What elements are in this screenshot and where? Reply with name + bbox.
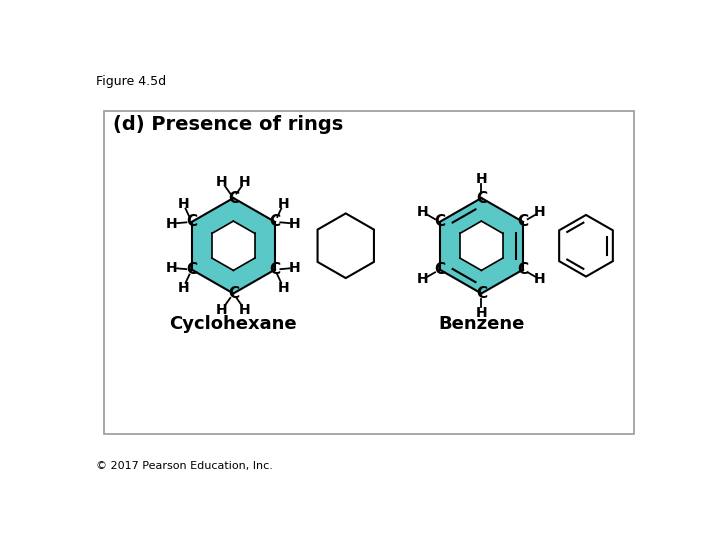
Text: Cyclohexane: Cyclohexane (170, 315, 297, 333)
Text: C: C (518, 214, 528, 230)
Polygon shape (440, 198, 523, 294)
Text: H: H (417, 272, 429, 286)
Polygon shape (559, 215, 613, 276)
FancyBboxPatch shape (104, 111, 634, 434)
Text: H: H (177, 281, 189, 295)
Text: C: C (269, 262, 281, 277)
Text: Figure 4.5d: Figure 4.5d (96, 75, 166, 88)
Text: H: H (289, 261, 301, 275)
Text: H: H (166, 217, 178, 231)
Text: H: H (476, 306, 487, 320)
Text: H: H (476, 172, 487, 186)
Text: H: H (239, 174, 251, 188)
Text: H: H (278, 197, 289, 211)
Text: H: H (278, 281, 289, 295)
Text: H: H (289, 217, 301, 231)
Text: H: H (216, 303, 228, 317)
Text: H: H (534, 272, 546, 286)
Text: H: H (216, 174, 228, 188)
Text: C: C (269, 214, 281, 230)
Text: C: C (434, 262, 446, 277)
Text: C: C (518, 262, 528, 277)
Text: C: C (476, 286, 487, 301)
Text: C: C (228, 286, 239, 301)
Text: C: C (186, 262, 197, 277)
Polygon shape (460, 221, 503, 271)
Text: © 2017 Pearson Education, Inc.: © 2017 Pearson Education, Inc. (96, 461, 273, 471)
Text: C: C (434, 214, 446, 230)
Polygon shape (212, 221, 255, 271)
Text: H: H (534, 205, 546, 219)
Text: Benzene: Benzene (438, 315, 525, 333)
Text: C: C (228, 191, 239, 206)
Text: H: H (417, 205, 429, 219)
Text: C: C (186, 214, 197, 230)
Text: H: H (166, 261, 178, 275)
Text: H: H (177, 197, 189, 211)
Text: C: C (476, 191, 487, 206)
Text: (d) Presence of rings: (d) Presence of rings (113, 115, 343, 134)
Text: H: H (239, 303, 251, 317)
Polygon shape (318, 213, 374, 278)
Polygon shape (192, 198, 275, 294)
